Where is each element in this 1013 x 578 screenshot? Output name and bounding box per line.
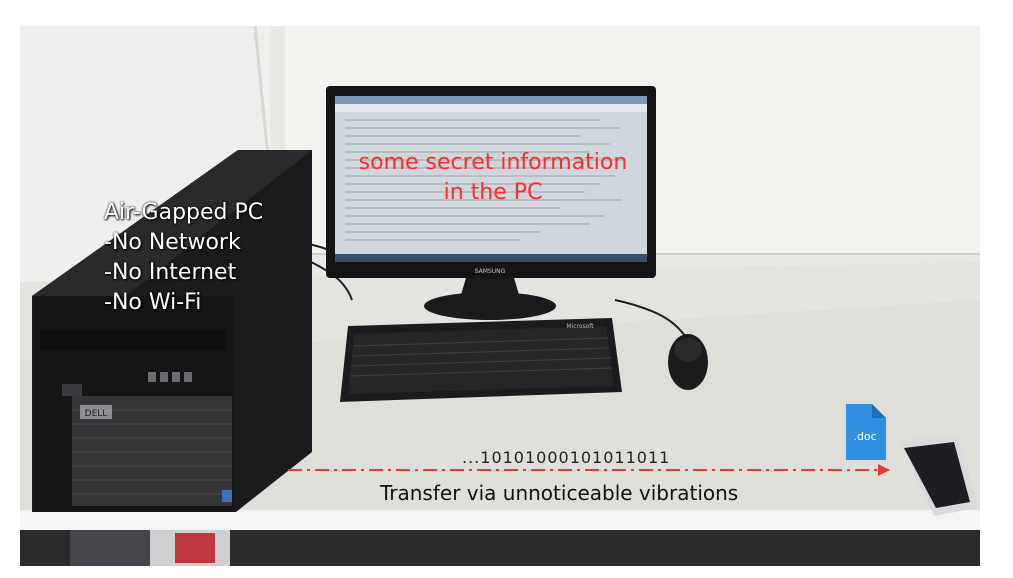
transfer-arrow <box>288 464 890 476</box>
secret-information-label: some secret information in the PC <box>318 148 668 208</box>
pc-label-line-internet: -No Internet <box>104 260 237 285</box>
svg-text:DELL: DELL <box>85 409 108 419</box>
desk-edge <box>20 510 980 530</box>
keyboard: Microsoft <box>340 318 622 402</box>
pc-tower: DELL <box>32 150 312 512</box>
mouse <box>668 334 708 390</box>
monitor-screen <box>335 96 647 262</box>
doc-file-icon: .doc <box>846 404 886 460</box>
binary-bits-label: ...10101000101011011 <box>462 448 671 467</box>
monitor: SAMSUNG <box>326 86 656 320</box>
pc-label-title: Air-Gapped PC <box>104 200 264 225</box>
transfer-caption: Transfer via unnoticeable vibrations <box>380 481 739 505</box>
svg-text:SAMSUNG: SAMSUNG <box>475 268 506 275</box>
pc-label-line-network: -No Network <box>104 230 241 255</box>
svg-text:.doc: .doc <box>853 430 876 443</box>
svg-text:Microsoft: Microsoft <box>566 323 594 330</box>
secret-line-1: some secret information <box>358 150 628 175</box>
pc-label-line-wifi: -No Wi-Fi <box>104 290 202 315</box>
air-gapped-pc-label: Air-Gapped PC -No Network -No Internet -… <box>104 198 263 318</box>
secret-line-2: in the PC <box>443 180 543 205</box>
smartphone <box>898 434 978 516</box>
